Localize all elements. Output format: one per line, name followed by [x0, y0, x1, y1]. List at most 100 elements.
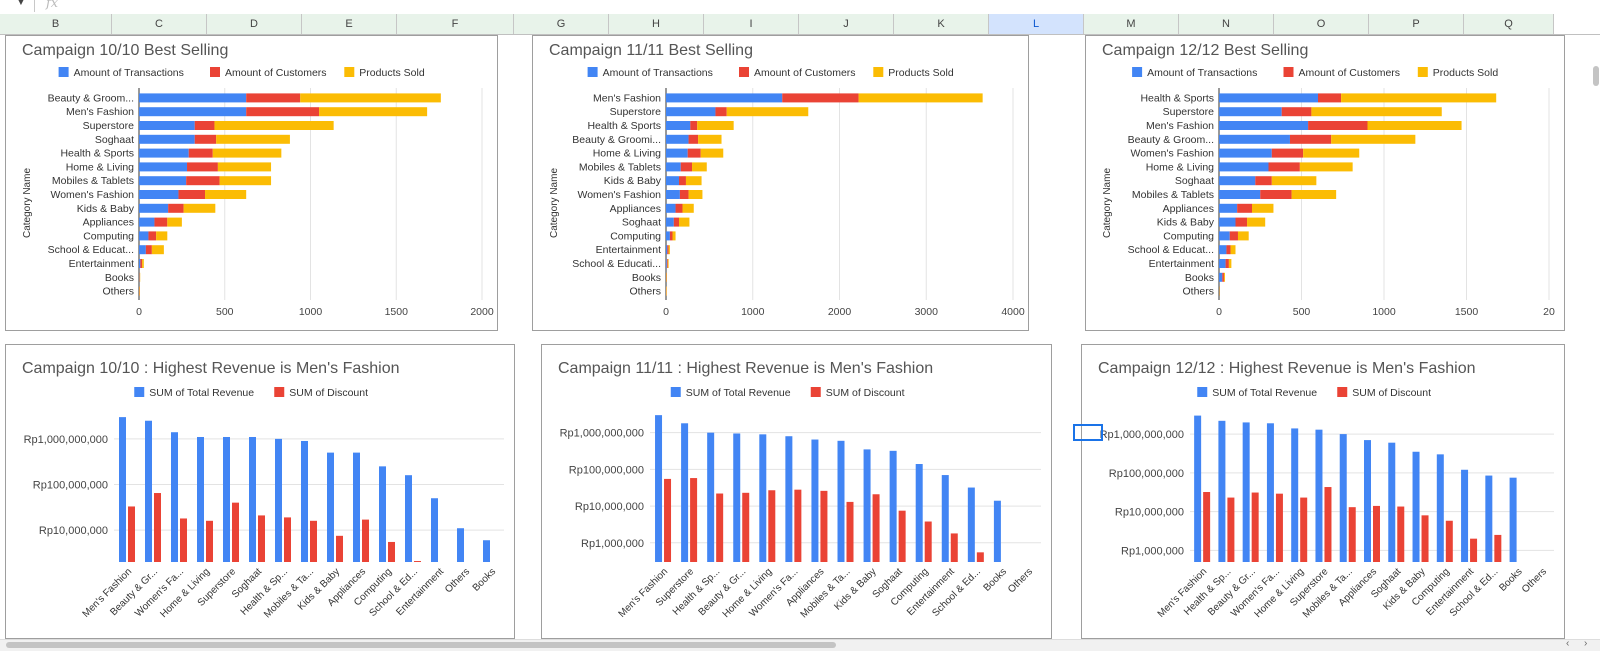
column-header-f[interactable]: F [397, 14, 514, 34]
legend-swatch [1197, 387, 1208, 397]
bar-segment [1289, 134, 1332, 144]
x-tick-label: 4000 [1001, 306, 1025, 318]
bar [1445, 520, 1453, 562]
category-label: Mobiles & Tablets [52, 175, 134, 187]
bar-segment [1318, 93, 1342, 103]
legend-swatch [587, 67, 598, 77]
chart-revenue-1111[interactable]: Campaign 11/11 : Highest Revenue is Men'… [541, 344, 1052, 639]
chart-best-selling-1010[interactable]: Campaign 10/10 Best Selling Amount of Tra… [5, 35, 498, 331]
bar [1324, 487, 1332, 562]
name-box-dropdown-icon[interactable]: ▼ [16, 0, 26, 8]
bar [1388, 442, 1396, 562]
category-label: Entertainment [394, 566, 446, 618]
bar [716, 493, 724, 562]
vertical-scrollbar[interactable] [1593, 66, 1599, 86]
category-label: Soghaat [95, 134, 134, 146]
bar-segment [142, 259, 144, 268]
bar [1339, 434, 1347, 562]
scroll-left-icon[interactable]: ‹ [1566, 638, 1570, 649]
bar-segment [139, 245, 146, 255]
column-header-k[interactable]: K [894, 14, 989, 34]
column-header-l[interactable]: L [989, 14, 1084, 34]
legend-label: SUM of Total Revenue [1212, 387, 1317, 399]
bar-segment [216, 134, 290, 144]
bar-segment [1341, 93, 1497, 103]
chart-best-selling-1111[interactable]: Campaign 11/11 Best Selling Amount of Tra… [532, 35, 1029, 331]
legend-label: SUM of Discount [826, 387, 905, 399]
bar-segment [1252, 203, 1274, 213]
bar-segment [679, 176, 686, 186]
bar-segment [667, 259, 669, 268]
column-header-q[interactable]: Q [1464, 14, 1554, 34]
bar [837, 440, 845, 562]
category-label: Superstore [1163, 106, 1215, 118]
column-header-m[interactable]: M [1084, 14, 1179, 34]
bar-segment [666, 121, 691, 130]
bar [820, 490, 828, 562]
bar-segment [140, 259, 143, 268]
bar-segment [679, 217, 690, 227]
bar [1218, 420, 1226, 562]
bar-segment [1271, 148, 1304, 158]
column-header-e[interactable]: E [302, 14, 397, 34]
column-header-h[interactable]: H [609, 14, 704, 34]
column-header-b[interactable]: B [0, 14, 112, 34]
horizontal-scrollbar-thumb[interactable] [6, 642, 836, 648]
chart-revenue-1212[interactable]: Campaign 12/12 : Highest Revenue is Men'… [1081, 344, 1565, 639]
legend-label: Amount of Customers [225, 67, 327, 79]
column-header-n[interactable]: N [1179, 14, 1274, 34]
bar-segment [1255, 176, 1272, 186]
bar [431, 498, 438, 562]
bar [405, 475, 412, 562]
bar-segment [151, 245, 164, 255]
bar-segment [666, 134, 689, 144]
column-header-j[interactable]: J [799, 14, 894, 34]
column-header-i[interactable]: I [704, 14, 799, 34]
bar-segment [139, 272, 140, 282]
category-label: Books [632, 272, 661, 284]
selected-cell[interactable] [1073, 424, 1103, 441]
bar [664, 478, 672, 562]
column-header-c[interactable]: C [112, 14, 207, 34]
column-header-d[interactable]: D [207, 14, 302, 34]
bar [362, 519, 369, 562]
scroll-right-icon[interactable]: › [1584, 638, 1588, 649]
bar-segment [715, 107, 727, 117]
bar-segment [667, 245, 669, 255]
bar [1251, 492, 1259, 562]
chart-revenue-1010[interactable]: Campaign 10/10 : Highest Revenue is Men'… [5, 344, 515, 639]
bar-segment [1219, 93, 1318, 103]
bar-segment [692, 162, 707, 172]
column-header-p[interactable]: P [1369, 14, 1464, 34]
bar [1266, 423, 1274, 562]
category-label: Books [982, 566, 1009, 593]
bar-segment [690, 121, 698, 130]
bar [1364, 440, 1371, 562]
bar [768, 490, 776, 562]
bar-segment [139, 107, 247, 117]
bar [742, 492, 750, 562]
category-label: Others [443, 566, 472, 595]
legend-label: SUM of Total Revenue [686, 387, 791, 399]
x-tick-label: 2000 [470, 306, 494, 318]
bar-segment [666, 245, 668, 255]
horizontal-scrollbar[interactable]: ‹ › [0, 638, 1600, 651]
bar-segment [139, 259, 141, 268]
bar-segment [858, 93, 983, 103]
bar [457, 528, 464, 562]
chart-best-selling-1212[interactable]: Campaign 12/12 Best Selling Amount of Tra… [1085, 35, 1565, 331]
x-tick-label: 500 [1293, 306, 1311, 318]
fx-icon: fx [46, 0, 59, 11]
bar-segment [666, 272, 667, 282]
bar-segment [1219, 245, 1227, 255]
bar-segment [697, 121, 734, 130]
column-header-o[interactable]: O [1274, 14, 1369, 34]
column-header-g[interactable]: G [514, 14, 609, 34]
bar [197, 436, 204, 562]
bar-segment [212, 148, 282, 158]
bar-segment [1219, 286, 1220, 296]
bar-segment [246, 93, 301, 103]
bar [863, 449, 871, 562]
bar-segment [168, 203, 184, 213]
sheet-grid[interactable]: Campaign 10/10 Best Selling Amount of Tra… [0, 35, 1600, 639]
